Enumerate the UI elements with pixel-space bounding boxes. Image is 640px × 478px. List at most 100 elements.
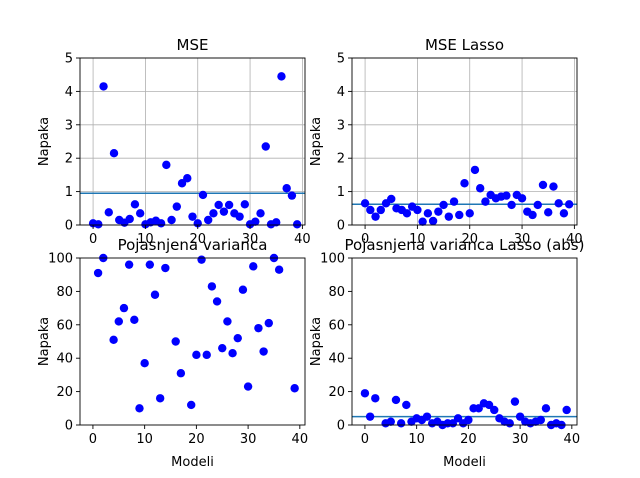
x-tick-label: 0 <box>89 432 97 447</box>
data-point <box>155 394 165 403</box>
data-point <box>235 212 244 221</box>
data-point <box>172 202 182 211</box>
data-point <box>130 200 140 209</box>
chart-title: Pojasnjena varianca Lasso (abs) <box>345 236 585 254</box>
data-point <box>183 174 192 183</box>
data-point <box>564 200 574 209</box>
data-point <box>544 208 553 217</box>
data-point <box>465 209 474 218</box>
data-point <box>218 343 227 353</box>
data-point <box>243 382 253 391</box>
data-point <box>282 184 291 193</box>
data-point <box>171 337 180 346</box>
y-tick-label: 40 <box>328 352 345 367</box>
y-tick-label: 80 <box>328 285 345 300</box>
axes-frame <box>351 57 578 226</box>
data-point <box>292 220 302 229</box>
y-tick-label: 2 <box>337 152 345 167</box>
data-point <box>444 212 454 221</box>
y-tick-label: 60 <box>56 318 73 333</box>
x-tick-label: 30 <box>240 432 257 447</box>
data-point <box>422 412 432 421</box>
chart-title: MSE Lasso <box>425 36 504 54</box>
x-tick-label: 20 <box>460 432 477 447</box>
data-point <box>219 207 229 216</box>
data-point <box>559 209 569 218</box>
axes-frame <box>351 257 578 426</box>
x-tick-label: 10 <box>137 232 154 247</box>
y-tick-label: 4 <box>65 85 73 100</box>
x-tick-label: 0 <box>361 232 369 247</box>
y-tick-label: 0 <box>65 219 73 234</box>
data-point <box>515 412 525 421</box>
data-point <box>223 317 232 326</box>
y-tick-label: 1 <box>337 185 345 200</box>
data-point <box>470 165 480 175</box>
data-point <box>274 265 284 274</box>
data-point <box>177 179 187 188</box>
data-point <box>549 182 558 191</box>
x-tick-label: 30 <box>242 232 259 247</box>
data-point <box>261 142 270 151</box>
data-point <box>360 389 370 398</box>
y-tick-label: 4 <box>337 85 345 100</box>
data-point <box>254 323 263 333</box>
x-tick-label: 10 <box>136 432 153 447</box>
data-point <box>238 285 248 294</box>
data-point <box>366 205 375 215</box>
data-point <box>371 394 380 403</box>
data-point <box>109 335 118 345</box>
x-tick-label: 10 <box>408 432 425 447</box>
data-point <box>212 297 222 306</box>
y-tick-label: 0 <box>337 419 345 434</box>
data-point <box>233 333 242 343</box>
data-point <box>423 209 433 218</box>
data-point <box>119 303 129 313</box>
x-tick-label: 30 <box>514 232 531 247</box>
data-point <box>167 215 176 225</box>
data-point <box>188 212 197 221</box>
data-point <box>484 400 494 410</box>
data-point <box>396 419 406 428</box>
data-point <box>162 160 171 170</box>
data-point <box>449 197 459 206</box>
data-point <box>277 72 286 81</box>
data-point <box>224 200 234 210</box>
data-point <box>228 348 237 358</box>
data-point <box>94 220 103 229</box>
data-point <box>365 412 375 421</box>
data-point <box>475 184 485 193</box>
x-axis-label: Modeli <box>171 455 214 470</box>
data-point <box>114 317 123 326</box>
x-tick-label: 20 <box>461 232 478 247</box>
data-point <box>207 282 217 291</box>
chart-title: MSE <box>177 36 209 54</box>
data-point <box>464 415 473 425</box>
x-tick-label: 40 <box>294 232 311 247</box>
data-point <box>490 405 499 415</box>
data-point <box>202 350 211 360</box>
y-tick-label: 0 <box>65 419 73 434</box>
data-point <box>517 194 527 203</box>
data-point <box>474 404 483 413</box>
y-tick-label: 20 <box>56 385 73 400</box>
y-tick-label: 5 <box>337 52 345 67</box>
y-tick-label: 1 <box>65 185 73 200</box>
y-tick-label: 40 <box>56 352 73 367</box>
y-tick-label: 20 <box>328 385 345 400</box>
data-point <box>135 209 145 218</box>
data-point <box>176 369 186 378</box>
data-point <box>256 209 265 218</box>
data-point <box>376 205 385 215</box>
subplot-mse-lasso: 0 10 20 30 40 0 1 2 3 4 5 MSE Lasso Napaka <box>309 36 583 247</box>
data-point <box>533 200 542 210</box>
data-point <box>161 263 170 273</box>
data-point <box>198 190 208 200</box>
x-axis-label: Modeli <box>443 455 486 470</box>
x-tick-label: 10 <box>409 232 426 247</box>
axes-frame <box>79 57 306 226</box>
data-point <box>453 414 463 423</box>
data-point <box>562 405 571 415</box>
data-point <box>272 218 281 227</box>
y-tick-label: 0 <box>337 219 345 234</box>
